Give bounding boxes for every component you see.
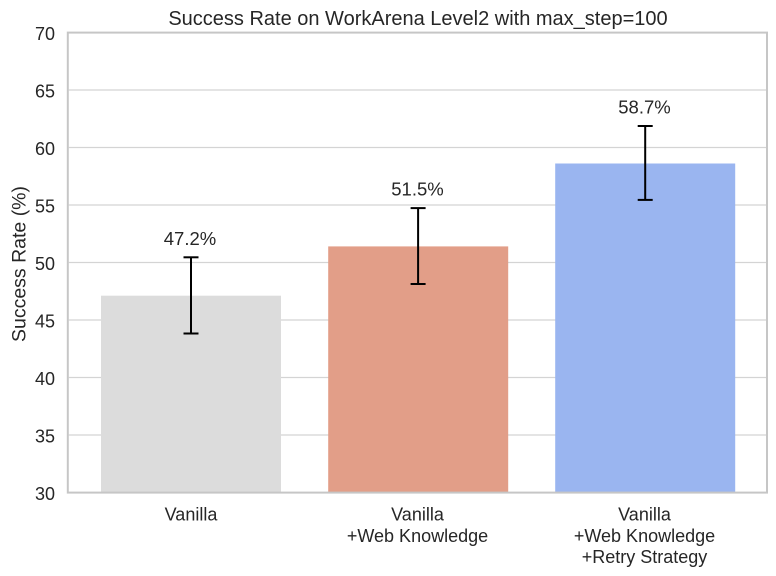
svg-text:47.2%: 47.2%: [164, 228, 216, 249]
svg-text:65: 65: [35, 81, 55, 101]
svg-text:55: 55: [35, 196, 55, 216]
svg-text:58.7%: 58.7%: [618, 97, 670, 118]
svg-text:30: 30: [35, 484, 55, 504]
svg-text:Success Rate on WorkArena Leve: Success Rate on WorkArena Level2 with ma…: [168, 8, 667, 30]
svg-text:Vanilla: Vanilla: [165, 505, 219, 525]
svg-text:45: 45: [35, 311, 55, 331]
svg-text:60: 60: [35, 139, 55, 159]
svg-text:Vanilla: Vanilla: [391, 505, 445, 525]
svg-text:+Retry Strategy: +Retry Strategy: [582, 547, 708, 567]
svg-text:35: 35: [35, 426, 55, 446]
svg-text:+Web Knowledge: +Web Knowledge: [347, 526, 488, 546]
svg-text:Success Rate (%): Success Rate (%): [9, 186, 31, 342]
svg-text:Vanilla: Vanilla: [618, 505, 672, 525]
svg-text:51.5%: 51.5%: [391, 179, 443, 200]
svg-text:+Web Knowledge: +Web Knowledge: [574, 526, 715, 546]
svg-text:50: 50: [35, 254, 55, 274]
svg-text:40: 40: [35, 369, 55, 389]
svg-text:70: 70: [35, 24, 55, 44]
